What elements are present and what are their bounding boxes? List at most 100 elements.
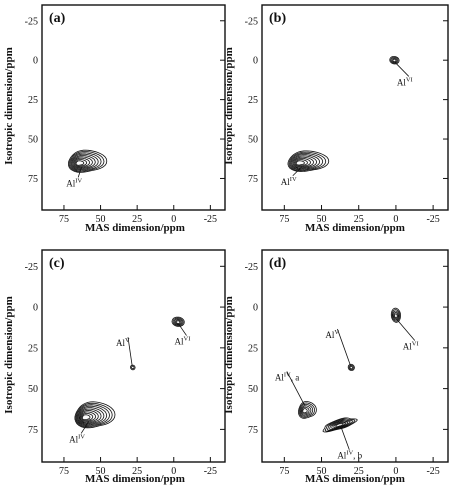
y-tick-label: 25 bbox=[28, 95, 38, 106]
contour-line bbox=[79, 409, 99, 423]
contour-line bbox=[295, 160, 305, 166]
contour-line bbox=[80, 411, 96, 422]
contour-line bbox=[392, 58, 397, 63]
x-tick-label: 75 bbox=[279, 214, 289, 225]
x-axis-title: MAS dimension/ppm bbox=[85, 473, 185, 485]
x-tick-label: 25 bbox=[132, 466, 142, 477]
contour-line bbox=[324, 418, 356, 432]
peak-VI: AlVI bbox=[171, 316, 190, 347]
contour-line bbox=[289, 152, 324, 171]
leader-line bbox=[127, 337, 133, 367]
contour-line bbox=[173, 318, 183, 326]
contour-line bbox=[393, 312, 399, 320]
peak-VI: AlVI bbox=[389, 56, 413, 87]
contour-line bbox=[294, 159, 308, 167]
leader-line bbox=[77, 166, 82, 178]
peak-label: AlIV bbox=[66, 177, 82, 188]
peak-label: AlIV bbox=[69, 433, 85, 444]
x-tick-label: -25 bbox=[426, 466, 439, 477]
contour-line bbox=[77, 407, 105, 425]
y-tick-label: 50 bbox=[248, 384, 258, 395]
contour-line bbox=[81, 412, 94, 421]
y-axis-title: Isotropic dimension/ppm bbox=[223, 296, 235, 413]
y-tick-label: 75 bbox=[28, 174, 38, 185]
y-tick-label: 50 bbox=[28, 135, 38, 146]
contour-line bbox=[172, 317, 184, 327]
leader-line bbox=[337, 328, 351, 366]
x-tick-label: 75 bbox=[59, 466, 69, 477]
panel-b: 75 50 25 0 -25 -25 0 25 50 75 (b) MAS dimension/ppm… bbox=[223, 4, 449, 234]
x-axis-title: MAS dimension/ppm bbox=[305, 473, 405, 485]
x-tick-label: 0 bbox=[171, 466, 176, 477]
y-tick-label: -25 bbox=[25, 16, 38, 27]
x-tick-label: 0 bbox=[171, 214, 176, 225]
contour-line bbox=[335, 423, 344, 428]
panel-d: 75 50 25 0 -25 -25 0 25 50 75 (d) MAS dimension/ppm… bbox=[223, 249, 449, 485]
y-tick-label: -25 bbox=[245, 16, 258, 27]
contour-line bbox=[71, 155, 96, 170]
y-tick-label: -25 bbox=[25, 262, 38, 273]
y-axis-title: Isotropic dimension/ppm bbox=[223, 47, 235, 164]
plot-frame bbox=[41, 4, 226, 211]
contour-line bbox=[176, 320, 181, 324]
peak-IV: AlIV bbox=[66, 149, 108, 188]
plot-frame bbox=[261, 249, 449, 463]
contour-line bbox=[329, 420, 351, 430]
y-tick-label: 0 bbox=[253, 56, 258, 67]
peak-V: AlV bbox=[116, 337, 136, 371]
contour-line bbox=[391, 57, 398, 63]
contour-line bbox=[288, 151, 327, 172]
panel-a: 75 50 25 0 -25 -25 0 25 50 75 (a) MAS dimension/ppm… bbox=[3, 4, 226, 234]
contour-line bbox=[292, 156, 314, 168]
contour-line bbox=[331, 421, 349, 430]
contour-line bbox=[75, 160, 85, 166]
contour-line bbox=[349, 365, 353, 370]
x-tick-label: -25 bbox=[426, 214, 439, 225]
y-tick-label: 0 bbox=[33, 56, 38, 67]
x-tick-label: 25 bbox=[354, 214, 364, 225]
contour-line bbox=[348, 364, 354, 371]
contour-line bbox=[69, 152, 102, 172]
leader-line bbox=[292, 166, 303, 177]
contour-line bbox=[75, 402, 113, 428]
y-tick-label: 25 bbox=[248, 95, 258, 106]
x-tick-label: 75 bbox=[279, 466, 289, 477]
x-tick-label: 25 bbox=[354, 466, 364, 477]
peak-label: AlVI bbox=[403, 340, 419, 351]
y-tick-label: -25 bbox=[245, 262, 258, 273]
x-tick-label: 25 bbox=[132, 214, 142, 225]
peak-label: AlV bbox=[116, 337, 130, 348]
contour-line bbox=[301, 406, 310, 415]
y-tick-label: 0 bbox=[253, 303, 258, 314]
y-axis-title: Isotropic dimension/ppm bbox=[3, 47, 15, 164]
x-axis-title: MAS dimension/ppm bbox=[305, 222, 405, 234]
peak-label: AlIV bbox=[281, 176, 297, 187]
leader-line bbox=[340, 426, 350, 450]
peak-IV-b: AlIV, b bbox=[322, 417, 363, 461]
x-tick-label: -25 bbox=[204, 466, 217, 477]
contour-line bbox=[76, 404, 110, 427]
peak-IV: AlIV bbox=[69, 401, 116, 444]
x-axis-title: MAS dimension/ppm bbox=[85, 222, 185, 234]
contour-line bbox=[300, 405, 312, 416]
contour-line bbox=[394, 313, 398, 319]
y-tick-label: 50 bbox=[28, 384, 38, 395]
leader-line bbox=[396, 318, 416, 341]
contour-line bbox=[293, 157, 311, 167]
peak-label: AlVI bbox=[397, 76, 413, 87]
x-tick-label: 75 bbox=[59, 214, 69, 225]
contour-line bbox=[298, 402, 316, 418]
y-tick-label: 75 bbox=[28, 425, 38, 436]
panel-label: (d) bbox=[269, 256, 286, 271]
contour-line bbox=[77, 405, 108, 426]
panel-label: (a) bbox=[49, 11, 66, 26]
peak-VI: AlVI bbox=[390, 307, 419, 351]
plot-frame bbox=[41, 249, 226, 463]
contour-line bbox=[74, 159, 88, 167]
x-tick-label: 50 bbox=[96, 214, 106, 225]
leader-line bbox=[80, 421, 90, 434]
contour-line bbox=[68, 151, 105, 172]
peak-label: AlIV, a bbox=[275, 371, 299, 382]
